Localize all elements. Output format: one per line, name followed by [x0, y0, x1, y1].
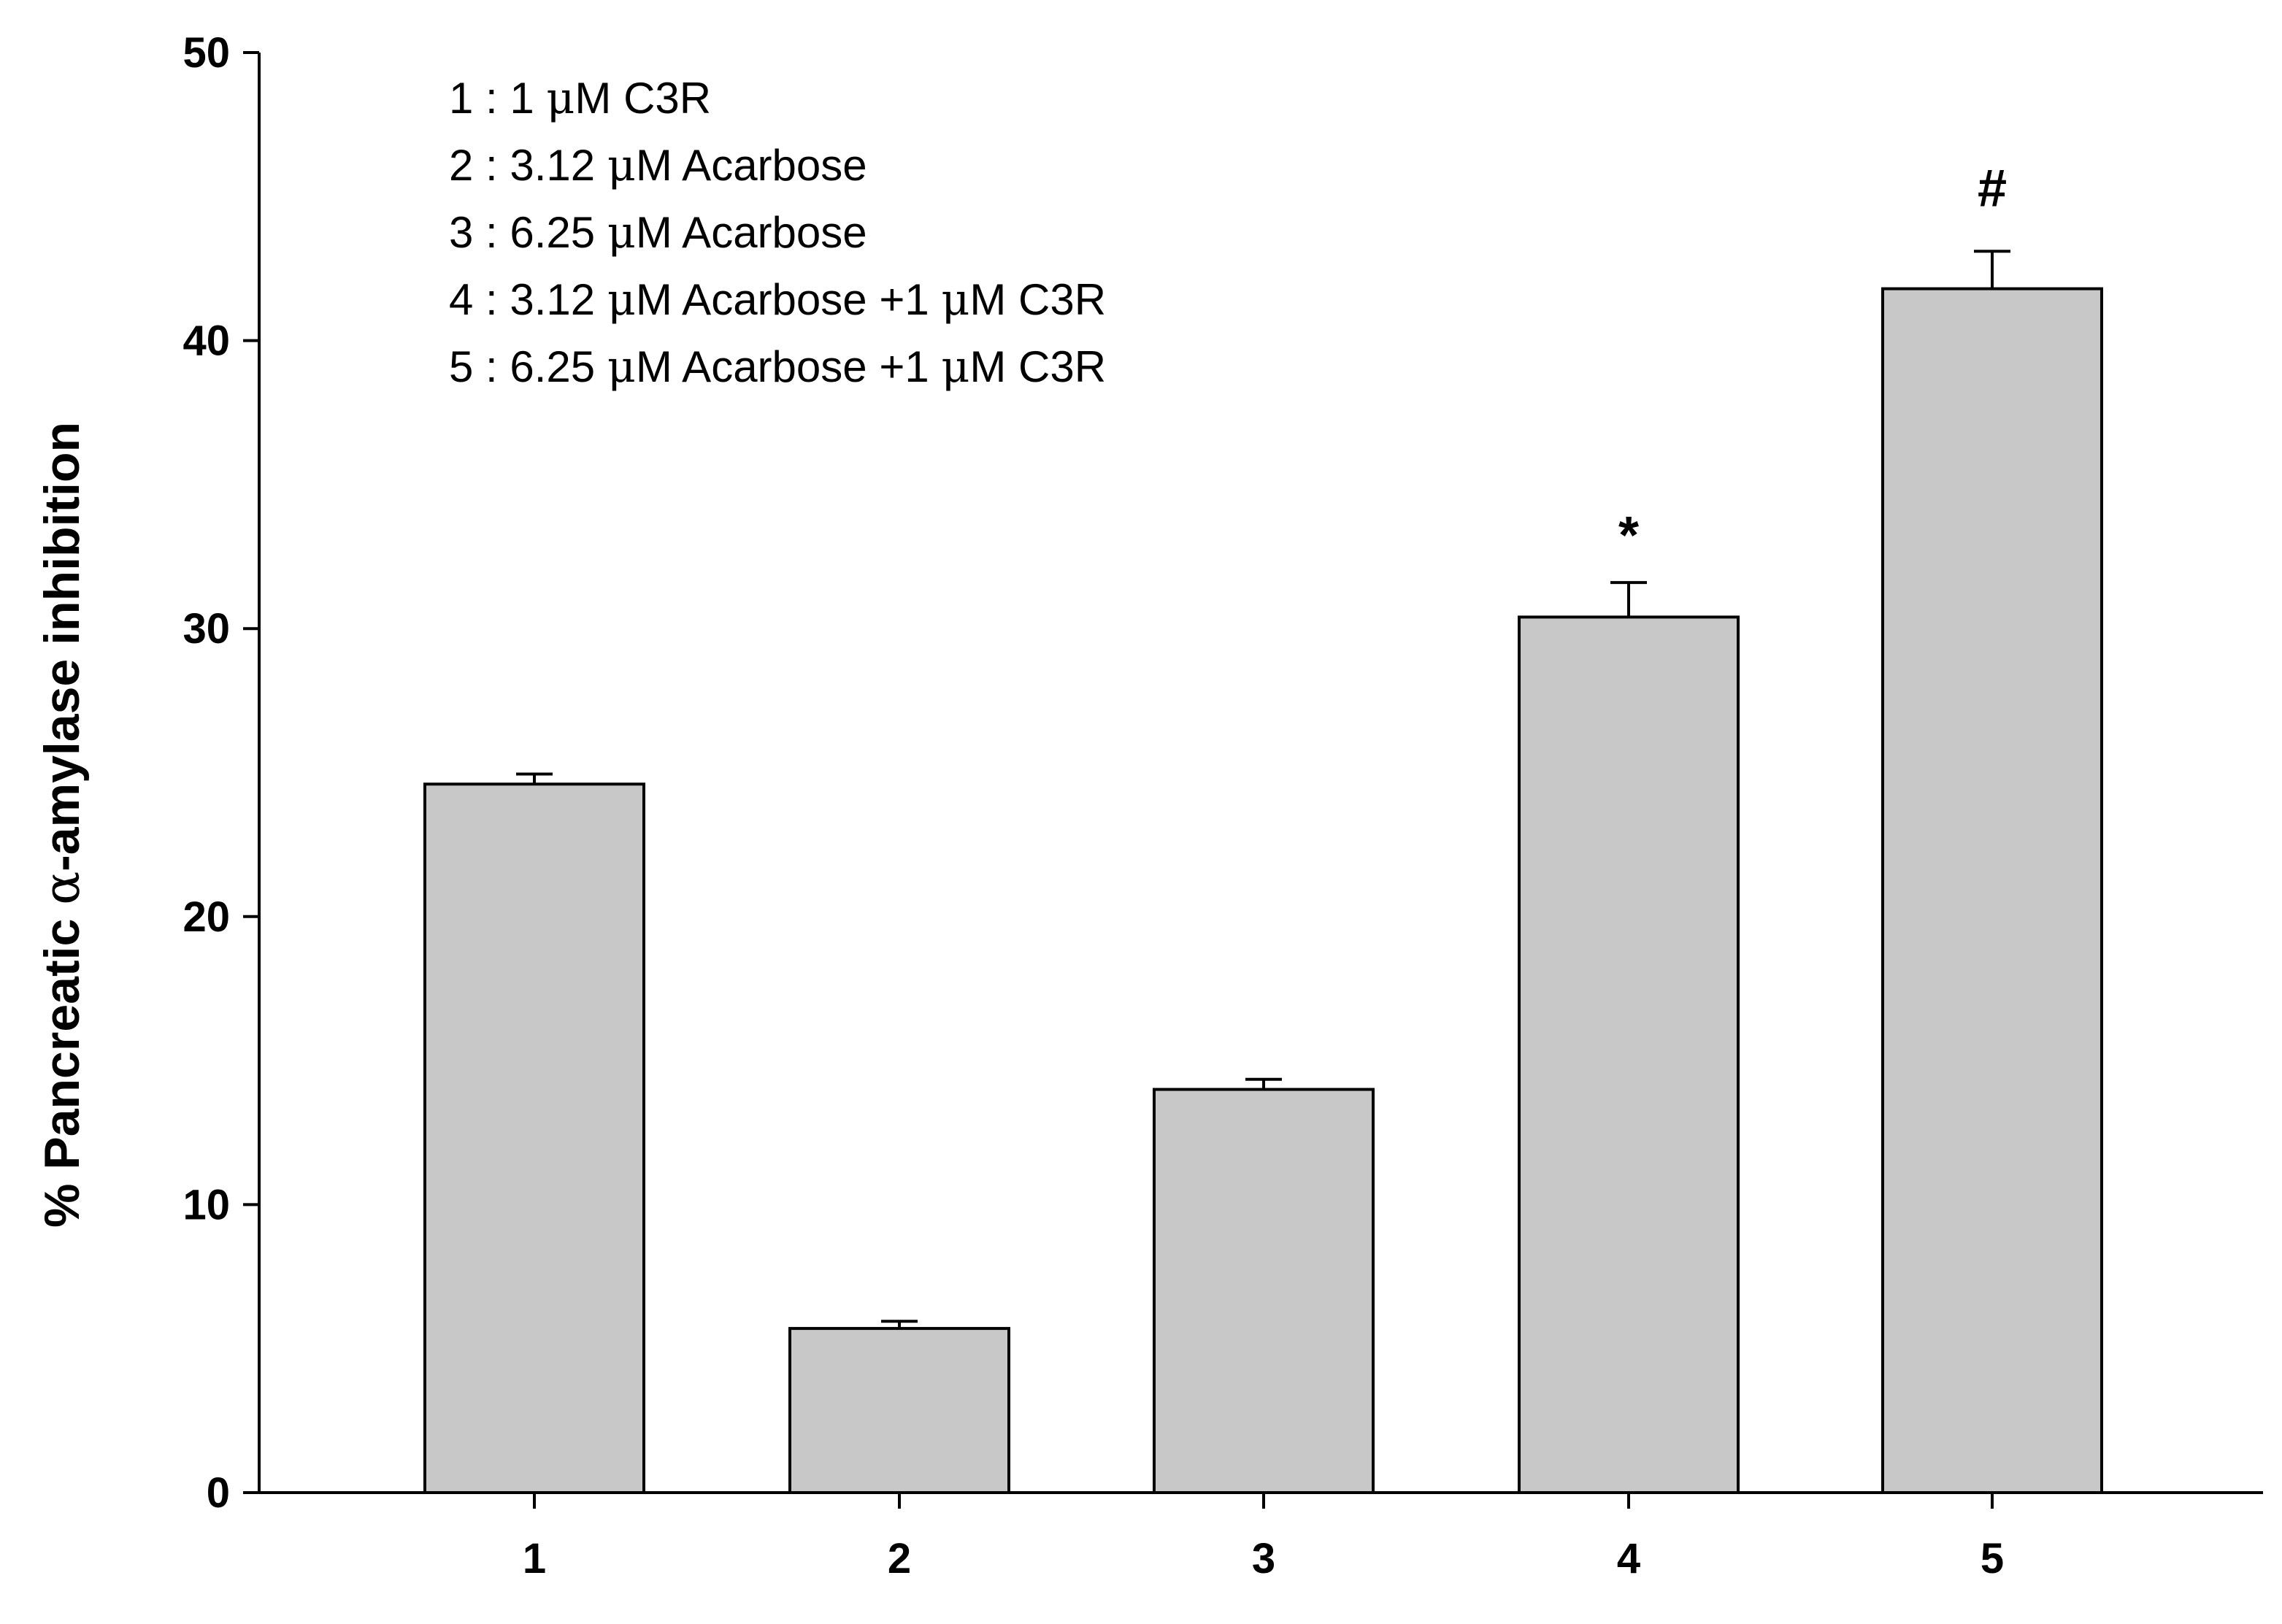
x-tick-label: 5 — [1981, 1535, 2004, 1582]
legend-entry: 5 : 6.25 μM Acarbose +1 μM C3R — [449, 342, 1106, 393]
legend-entry: 2 : 3.12 μM Acarbose — [449, 140, 867, 191]
legend-entry: 4 : 3.12 μM Acarbose +1 μM C3R — [449, 274, 1106, 326]
bars: *# — [423, 159, 2103, 1495]
y-tick-label: 0 — [207, 1469, 230, 1517]
bar — [788, 1327, 1010, 1494]
significance-mark: # — [1978, 159, 2007, 218]
y-axis-label: % Pancreatic α-amylase inhibition — [34, 422, 91, 1228]
y-tick-label: 10 — [183, 1181, 230, 1228]
legend-entry: 1 : 1 μM C3R — [449, 73, 711, 124]
y-tick-label: 50 — [183, 29, 230, 77]
bar — [1518, 615, 1740, 1494]
y-tick-label: 20 — [183, 893, 230, 941]
x-tick-label: 2 — [888, 1535, 911, 1582]
y-tick-label: 40 — [183, 318, 230, 365]
ticks: 0 10 20 30 40 50 1 2 3 4 5 — [183, 29, 2004, 1582]
bar — [1881, 287, 2103, 1494]
legend-entry: 3 : 6.25 μM Acarbose — [449, 207, 867, 258]
legend: 1 : 1 μM C3R 2 : 3.12 μM Acarbose 3 : 6.25… — [449, 73, 1106, 393]
x-tick-label: 1 — [523, 1535, 546, 1582]
bar — [423, 782, 645, 1495]
bar — [1153, 1088, 1375, 1495]
significance-mark: * — [1618, 507, 1639, 565]
y-tick-label: 30 — [183, 605, 230, 653]
x-tick-label: 4 — [1617, 1535, 1640, 1582]
x-tick-label: 3 — [1252, 1535, 1275, 1582]
